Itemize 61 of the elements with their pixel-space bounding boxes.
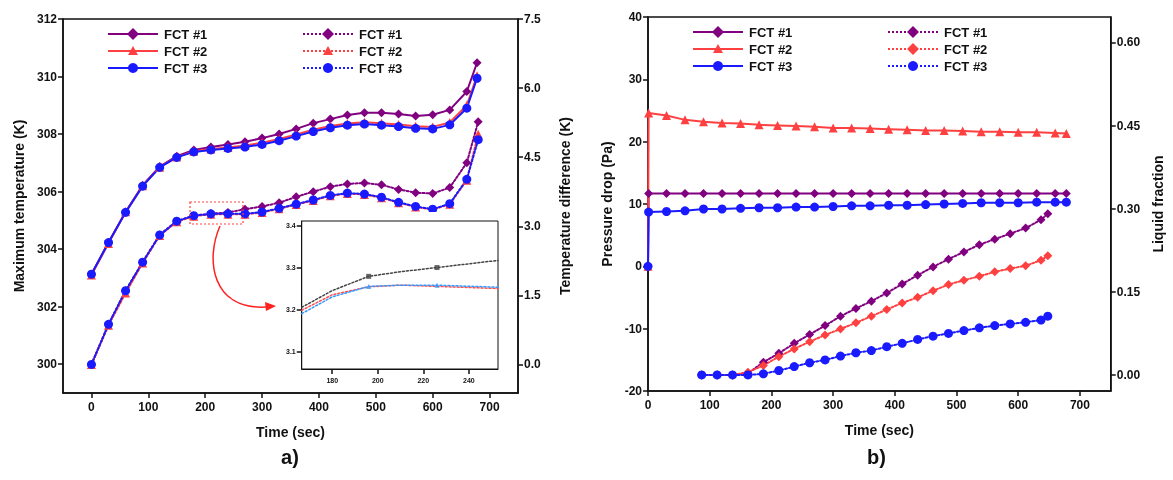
legend-label: FCT #1 bbox=[359, 26, 403, 42]
y2-tick-label: 3.0 bbox=[524, 219, 542, 234]
y2-tick-label: 0.15 bbox=[1116, 284, 1141, 299]
legend-label: FCT #2 bbox=[164, 43, 208, 59]
y2-tick-label: 4.5 bbox=[524, 150, 542, 165]
x-tick-label: 500 bbox=[946, 398, 967, 412]
legend-label: FCT #2 bbox=[359, 43, 403, 59]
y2-tick-label: 0.00 bbox=[1116, 367, 1141, 382]
y2-tick-label: 7.5 bbox=[524, 12, 542, 26]
x-tick-label: 600 bbox=[422, 400, 444, 414]
y-tick-label: 0 bbox=[635, 259, 643, 274]
text: b) bbox=[867, 446, 886, 468]
y-tick-label: 308 bbox=[36, 127, 58, 142]
y-tick-label: 20 bbox=[628, 134, 643, 149]
y-tick-label: 30 bbox=[628, 72, 643, 87]
x-tick-label: 200 bbox=[195, 400, 216, 414]
y-tick-label: 302 bbox=[36, 299, 58, 314]
y2-tick-label: 0.60 bbox=[1116, 35, 1141, 50]
x-tick-label: 500 bbox=[365, 400, 387, 414]
y2-tick-label: 0.0 bbox=[524, 357, 542, 372]
x-axis-title: Time (sec) bbox=[256, 424, 325, 440]
x-tick-label: 600 bbox=[1008, 398, 1029, 412]
x-tick-label: 0 bbox=[644, 398, 652, 412]
y2-tick-label: 0.30 bbox=[1116, 201, 1141, 216]
legend-label: FCT #1 bbox=[944, 24, 988, 40]
legend-label: FCT #3 bbox=[164, 60, 208, 76]
y-tick-label: 310 bbox=[36, 69, 58, 84]
x-tick-label: 100 bbox=[699, 398, 721, 412]
y-tick-label: 312 bbox=[36, 12, 58, 26]
y2-axis-title: Liquid fraction bbox=[1150, 155, 1166, 253]
legend-label: FCT #1 bbox=[164, 26, 208, 42]
y2-tick-label: 1.5 bbox=[524, 288, 542, 303]
y-tick-label: 306 bbox=[36, 184, 58, 199]
x-tick-label: 700 bbox=[479, 400, 500, 414]
y-tick-label: 40 bbox=[628, 10, 643, 24]
y-tick-label: -20 bbox=[624, 384, 643, 398]
text: a) bbox=[281, 446, 299, 468]
y2-tick-label: 0.45 bbox=[1116, 118, 1141, 133]
y-tick-label: -10 bbox=[624, 321, 643, 336]
y-tick-label: 304 bbox=[36, 242, 58, 257]
y-tick-label: 10 bbox=[628, 197, 643, 211]
y-axis-title: Pressure drop (Pa) bbox=[598, 141, 615, 267]
legend-label: FCT #3 bbox=[749, 58, 793, 74]
legend-label: FCT #3 bbox=[359, 60, 403, 76]
legend-label: FCT #3 bbox=[944, 58, 988, 74]
y-axis-title: Maximum temperature (K) bbox=[11, 119, 28, 293]
y-tick-label: 300 bbox=[36, 357, 58, 372]
x-axis-title: Time (sec) bbox=[844, 422, 914, 438]
legend-label: FCT #2 bbox=[944, 41, 988, 57]
y2-axis-title: Temperature difference (K) bbox=[557, 117, 573, 295]
legend-label: FCT #1 bbox=[749, 24, 793, 40]
x-tick-label: 300 bbox=[823, 398, 844, 412]
x-tick-label: 100 bbox=[138, 400, 159, 414]
x-tick-label: 400 bbox=[308, 400, 330, 414]
x-tick-label: 300 bbox=[252, 400, 273, 414]
x-tick-label: 200 bbox=[761, 398, 782, 412]
y2-tick-label: 6.0 bbox=[524, 81, 542, 96]
legend-label: FCT #2 bbox=[749, 41, 793, 57]
x-tick-label: 0 bbox=[88, 400, 96, 414]
x-tick-label: 700 bbox=[1069, 398, 1091, 412]
x-tick-label: 400 bbox=[884, 398, 906, 412]
